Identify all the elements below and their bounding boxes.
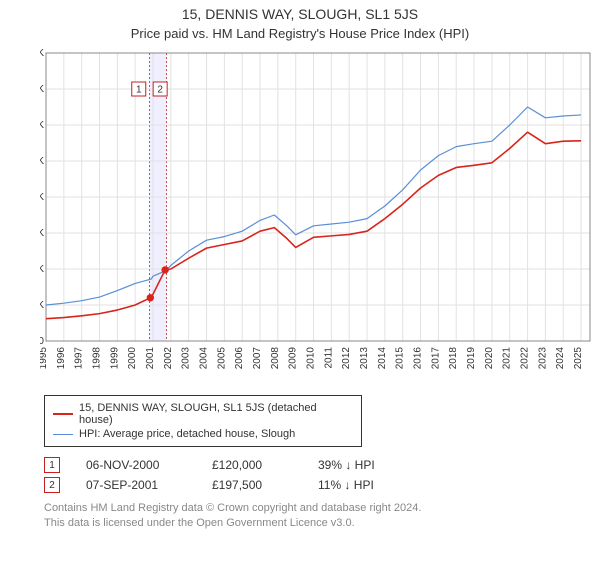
credits: Contains HM Land Registry data © Crown c…	[44, 501, 600, 531]
x-tick-label: 1996	[56, 347, 67, 370]
legend-swatch	[53, 413, 73, 415]
x-tick-label: 2010	[306, 347, 317, 370]
x-tick-label: 2004	[199, 347, 210, 370]
x-tick-label: 2022	[520, 347, 531, 370]
x-tick-label: 2025	[573, 347, 584, 370]
x-tick-label: 2007	[252, 347, 263, 370]
sale-point-2	[162, 267, 168, 273]
x-tick-label: 2012	[341, 347, 352, 370]
sale-price: £120,000	[212, 458, 292, 472]
x-tick-label: 1995	[40, 347, 49, 370]
y-tick-label: £100K	[40, 300, 44, 311]
x-tick-label: 2002	[163, 347, 174, 370]
x-tick-label: 2003	[181, 347, 192, 370]
sale-date: 07-SEP-2001	[86, 478, 186, 492]
chart-area: £0 £100K £200K £300K £400K £500K £600K £700K £80…	[40, 47, 600, 387]
sale-price: £197,500	[212, 478, 292, 492]
sale-delta: 39% ↓ HPI	[318, 458, 375, 472]
legend-row: 15, DENNIS WAY, SLOUGH, SL1 5JS (detache…	[53, 402, 353, 426]
y-tick-label: £200K	[40, 264, 44, 275]
x-tick-label: 2023	[537, 347, 548, 370]
legend-label: 15, DENNIS WAY, SLOUGH, SL1 5JS (detache…	[79, 402, 353, 426]
x-tick-label: 2016	[413, 347, 424, 370]
line-chart: £0 £100K £200K £300K £400K £500K £600K £700K £80…	[40, 47, 600, 387]
x-tick-label: 2015	[395, 347, 406, 370]
sale-row: 1 06-NOV-2000 £120,000 39% ↓ HPI	[44, 457, 600, 473]
x-tick-label: 2024	[555, 347, 566, 370]
sale-label-2: 2	[157, 85, 163, 96]
x-tick-label: 2001	[145, 347, 156, 370]
x-tick-label: 2009	[288, 347, 299, 370]
sale-marker-2: 2	[44, 477, 60, 493]
credits-line-2: This data is licensed under the Open Gov…	[44, 516, 600, 531]
x-tick-label: 2005	[216, 347, 227, 370]
sale-row: 2 07-SEP-2001 £197,500 11% ↓ HPI	[44, 477, 600, 493]
y-tick-label: £500K	[40, 156, 44, 167]
x-tick-label: 2013	[359, 347, 370, 370]
y-tick-label: £300K	[40, 228, 44, 239]
x-tick-label: 2020	[484, 347, 495, 370]
y-tick-label: £400K	[40, 192, 44, 203]
y-tick-label: £800K	[40, 48, 44, 59]
x-tick-label: 1998	[92, 347, 103, 370]
legend: 15, DENNIS WAY, SLOUGH, SL1 5JS (detache…	[44, 395, 362, 447]
x-tick-label: 2008	[270, 347, 281, 370]
x-tick-label: 2011	[323, 347, 334, 369]
y-tick-label: £0	[40, 336, 44, 347]
x-tick-label: 2018	[448, 347, 459, 370]
sale-date: 06-NOV-2000	[86, 458, 186, 472]
x-tick-label: 2014	[377, 347, 388, 370]
sale-marker-1: 1	[44, 457, 60, 473]
credits-line-1: Contains HM Land Registry data © Crown c…	[44, 501, 600, 516]
x-tick-label: 1999	[109, 347, 120, 370]
chart-title: 15, DENNIS WAY, SLOUGH, SL1 5JS	[0, 6, 600, 22]
sale-point-1	[147, 295, 153, 301]
x-tick-label: 2017	[430, 347, 441, 370]
chart-subtitle: Price paid vs. HM Land Registry's House …	[0, 26, 600, 41]
y-tick-label: £700K	[40, 84, 44, 95]
sales-table: 1 06-NOV-2000 £120,000 39% ↓ HPI 2 07-SEP-200…	[44, 457, 600, 493]
x-tick-label: 1997	[74, 347, 85, 370]
sale-delta: 11% ↓ HPI	[318, 478, 374, 492]
x-tick-label: 2006	[234, 347, 245, 370]
legend-swatch	[53, 434, 73, 435]
legend-row: HPI: Average price, detached house, Slou…	[53, 428, 353, 440]
x-tick-label: 2000	[127, 347, 138, 370]
legend-label: HPI: Average price, detached house, Slou…	[79, 428, 295, 440]
sale-label-1: 1	[136, 85, 142, 96]
x-tick-label: 2019	[466, 347, 477, 370]
x-tick-label: 2021	[502, 347, 513, 370]
y-tick-label: £600K	[40, 120, 44, 131]
